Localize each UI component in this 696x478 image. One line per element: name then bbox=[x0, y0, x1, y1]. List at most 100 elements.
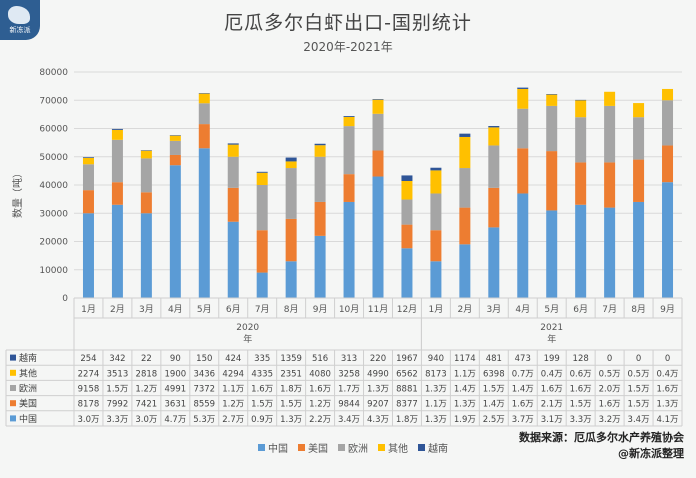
data-label: 3436 bbox=[193, 369, 215, 379]
bar-segment bbox=[285, 161, 297, 169]
bar-segment bbox=[256, 230, 268, 273]
data-label: 8881 bbox=[396, 385, 418, 395]
bar-segment bbox=[227, 221, 239, 298]
bar-segment bbox=[169, 165, 181, 298]
data-label: 8178 bbox=[78, 400, 100, 410]
bar-segment bbox=[546, 94, 558, 95]
bar-segment bbox=[314, 143, 326, 146]
data-label: 1.4万 bbox=[512, 385, 534, 395]
data-label: 4335 bbox=[251, 369, 273, 379]
x-tick-label: 3月 bbox=[139, 304, 154, 315]
y-tick-label: 70000 bbox=[39, 96, 68, 106]
chart-subtitle: 2020年-2021年 bbox=[303, 40, 393, 54]
logo-text: 新冻派 bbox=[9, 26, 31, 34]
bar-segment bbox=[517, 108, 529, 149]
data-label: 4.1万 bbox=[657, 415, 679, 425]
bar-segment bbox=[575, 99, 587, 101]
bar-segment bbox=[662, 100, 674, 146]
data-label: 1.5万 bbox=[628, 385, 650, 395]
x-tick-label: 7月 bbox=[602, 304, 617, 315]
x-tick-label: 12月 bbox=[397, 304, 417, 315]
data-label: 1967 bbox=[396, 354, 418, 364]
data-label: 1.5万 bbox=[483, 385, 505, 395]
bar-segment bbox=[633, 103, 645, 118]
year-group-label: 2020 bbox=[236, 323, 259, 333]
bar-segment bbox=[198, 93, 210, 104]
legend-item: 中国 bbox=[258, 440, 288, 455]
data-label: 0.4万 bbox=[541, 369, 563, 379]
data-label: 2274 bbox=[78, 369, 100, 379]
bar-segment bbox=[256, 172, 268, 185]
bar-segment bbox=[169, 135, 181, 136]
data-label: 2351 bbox=[280, 369, 302, 379]
data-label: 1359 bbox=[280, 354, 302, 364]
data-label: 1.3万 bbox=[280, 415, 302, 425]
bar-segment bbox=[256, 272, 268, 298]
bar-segment bbox=[430, 261, 442, 298]
data-label: 199 bbox=[544, 354, 560, 364]
bar-segment bbox=[82, 164, 94, 191]
data-label: 8377 bbox=[396, 400, 418, 410]
data-label: 6562 bbox=[396, 369, 418, 379]
bar-segment bbox=[343, 126, 355, 175]
data-label: 1.6万 bbox=[657, 385, 679, 395]
legend-item: 欧洲 bbox=[338, 440, 368, 455]
bar-segment bbox=[285, 218, 297, 262]
data-label: 0 bbox=[607, 354, 612, 364]
legend-swatch bbox=[378, 444, 385, 451]
bar-segment bbox=[662, 182, 674, 298]
data-label: 0.5万 bbox=[628, 369, 650, 379]
data-label: 4.7万 bbox=[164, 415, 186, 425]
data-label: 128 bbox=[573, 354, 589, 364]
data-label: 3513 bbox=[107, 369, 129, 379]
data-label: 0.5万 bbox=[599, 369, 621, 379]
legend: 中国 美国 欧洲 其他 越南 bbox=[258, 440, 448, 455]
x-tick-label: 5月 bbox=[197, 304, 212, 315]
data-label: 473 bbox=[515, 354, 531, 364]
bar-segment bbox=[314, 235, 326, 298]
bar-segment bbox=[82, 157, 94, 165]
data-label: 342 bbox=[109, 354, 125, 364]
data-label: 1.5万 bbox=[570, 400, 592, 410]
bar-segment bbox=[111, 182, 123, 205]
data-label: 1.3万 bbox=[454, 400, 476, 410]
bar-segment bbox=[343, 116, 355, 127]
bar-segment bbox=[343, 116, 355, 117]
row-series-name: 美国 bbox=[19, 398, 37, 410]
data-label: 1.5万 bbox=[251, 400, 273, 410]
data-label: 8559 bbox=[193, 400, 215, 410]
data-label: 424 bbox=[225, 354, 241, 364]
bar-segment bbox=[401, 199, 413, 225]
bar-segment bbox=[546, 105, 558, 152]
year-group-sublabel: 年 bbox=[243, 333, 252, 345]
bar-segment bbox=[82, 157, 94, 158]
legend-item: 其他 bbox=[378, 440, 408, 455]
legend-swatch bbox=[418, 444, 425, 451]
bar-segment bbox=[314, 201, 326, 236]
data-label: 1.6万 bbox=[570, 385, 592, 395]
bar-segment bbox=[488, 127, 500, 146]
data-label: 0.7万 bbox=[512, 369, 534, 379]
data-label: 1.1万 bbox=[222, 385, 244, 395]
data-label: 1.8万 bbox=[396, 415, 418, 425]
bar-segment bbox=[633, 159, 645, 202]
row-series-name: 欧洲 bbox=[19, 383, 37, 395]
data-label: 0 bbox=[665, 354, 670, 364]
bar-segment bbox=[401, 248, 413, 298]
data-label: 3.0万 bbox=[135, 415, 157, 425]
legend-item: 越南 bbox=[418, 440, 448, 455]
data-label: 3.3万 bbox=[106, 415, 128, 425]
bar-segment bbox=[227, 187, 239, 222]
bar-segment bbox=[604, 105, 616, 163]
x-tick-label: 4月 bbox=[515, 304, 530, 315]
row-series-name: 其他 bbox=[19, 367, 37, 379]
bar-segment bbox=[169, 135, 181, 141]
data-label: 1.2万 bbox=[135, 385, 157, 395]
bar-segment bbox=[401, 180, 413, 200]
bar-segment bbox=[517, 88, 529, 109]
bar-segment bbox=[140, 150, 152, 159]
y-tick-label: 40000 bbox=[39, 181, 68, 191]
bar-segment bbox=[662, 88, 674, 101]
bar-segment bbox=[372, 99, 384, 100]
x-tick-label: 3月 bbox=[486, 304, 501, 315]
